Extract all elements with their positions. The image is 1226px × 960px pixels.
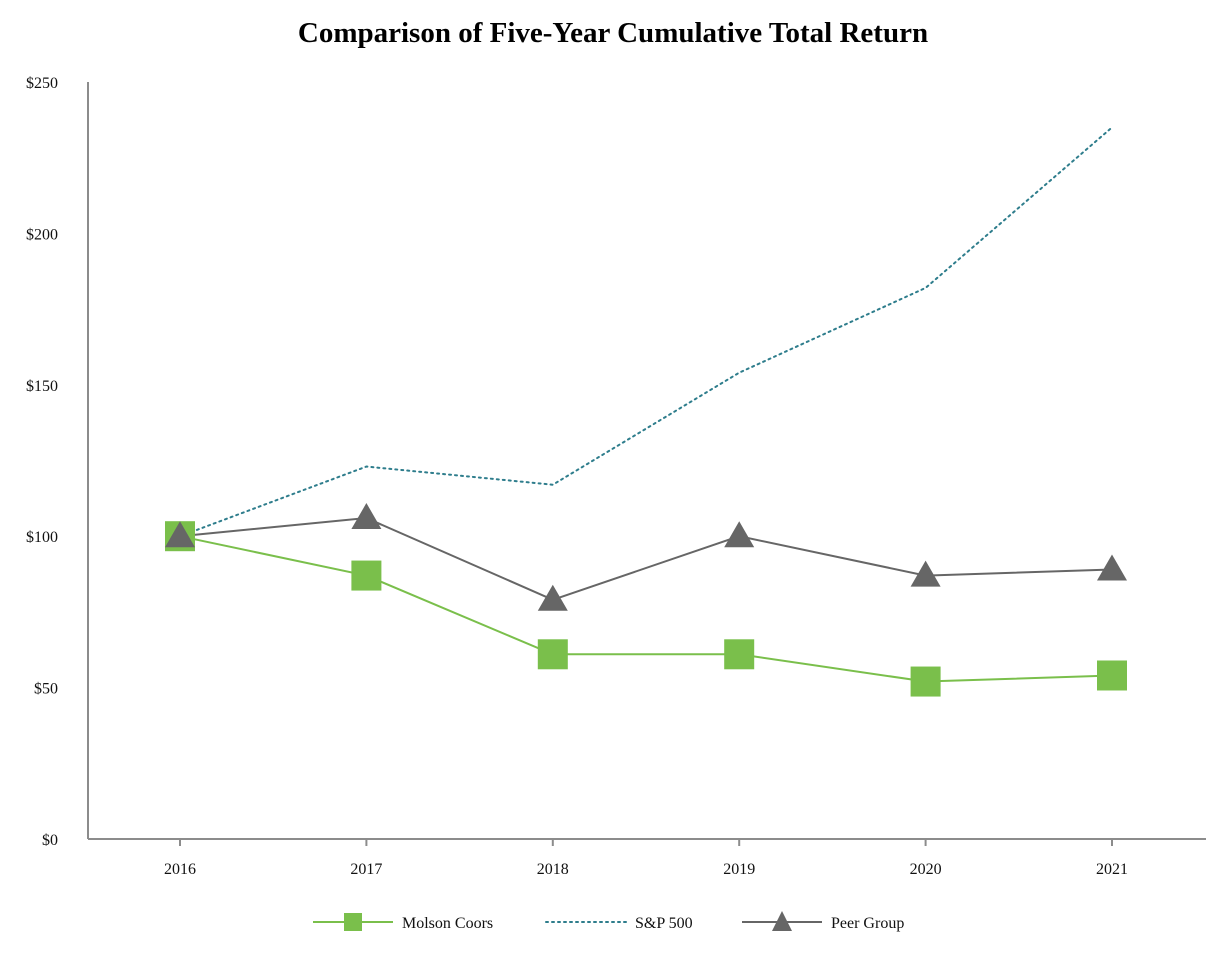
x-tick-label: 2016 (164, 861, 196, 878)
legend-swatch-marker (772, 911, 792, 931)
series-line-peer-group (179, 517, 1113, 601)
data-point-molson-coors (724, 639, 755, 670)
y-tick-label: $250 (26, 75, 58, 92)
legend-label: Molson Coors (402, 915, 493, 932)
data-point-peer-group (537, 584, 568, 611)
y-tick-label: $100 (26, 529, 58, 546)
y-ticks: $0 $50 $100 $150 $200 $250 (26, 75, 58, 849)
legend-label: Peer Group (831, 915, 904, 932)
legend-item-peer-group: Peer Group (742, 911, 904, 932)
legend-item-s-p-500: S&P 500 (545, 915, 693, 932)
data-point-peer-group (910, 560, 941, 587)
y-tick-label: $50 (34, 681, 58, 698)
y-tick-label: $150 (26, 378, 58, 395)
data-point-molson-coors (1097, 660, 1127, 691)
x-tick-label: 2019 (723, 861, 755, 878)
data-point-peer-group (1097, 554, 1127, 581)
data-point-peer-group (724, 521, 755, 548)
data-point-molson-coors (537, 639, 568, 670)
x-tick-label: 2017 (350, 861, 382, 878)
legend-swatch-marker (344, 913, 362, 931)
data-point-molson-coors (910, 666, 941, 697)
y-tick-label: $0 (42, 832, 58, 849)
x-tick-label: 2020 (910, 861, 942, 878)
legend-label: S&P 500 (635, 915, 693, 932)
series-markers (165, 503, 1127, 697)
data-point-molson-coors (351, 560, 382, 591)
y-tick-label: $200 (26, 226, 58, 243)
legend: Molson Coors S&P 500 Peer Group (313, 911, 904, 932)
legend-item-molson-coors: Molson Coors (313, 913, 493, 932)
x-ticks: 2016 2017 2018 2019 2020 2021 (164, 839, 1128, 878)
series-line-molson-coors (179, 535, 1113, 683)
series-line-s-p-500 (179, 126, 1113, 538)
x-tick-label: 2018 (537, 861, 569, 878)
x-tick-label: 2021 (1096, 861, 1128, 878)
series-lines (179, 126, 1113, 683)
data-point-peer-group (165, 521, 195, 548)
chart-title: Comparison of Five-Year Cumulative Total… (298, 17, 928, 49)
data-point-peer-group (351, 503, 382, 530)
axes (87, 82, 1206, 840)
